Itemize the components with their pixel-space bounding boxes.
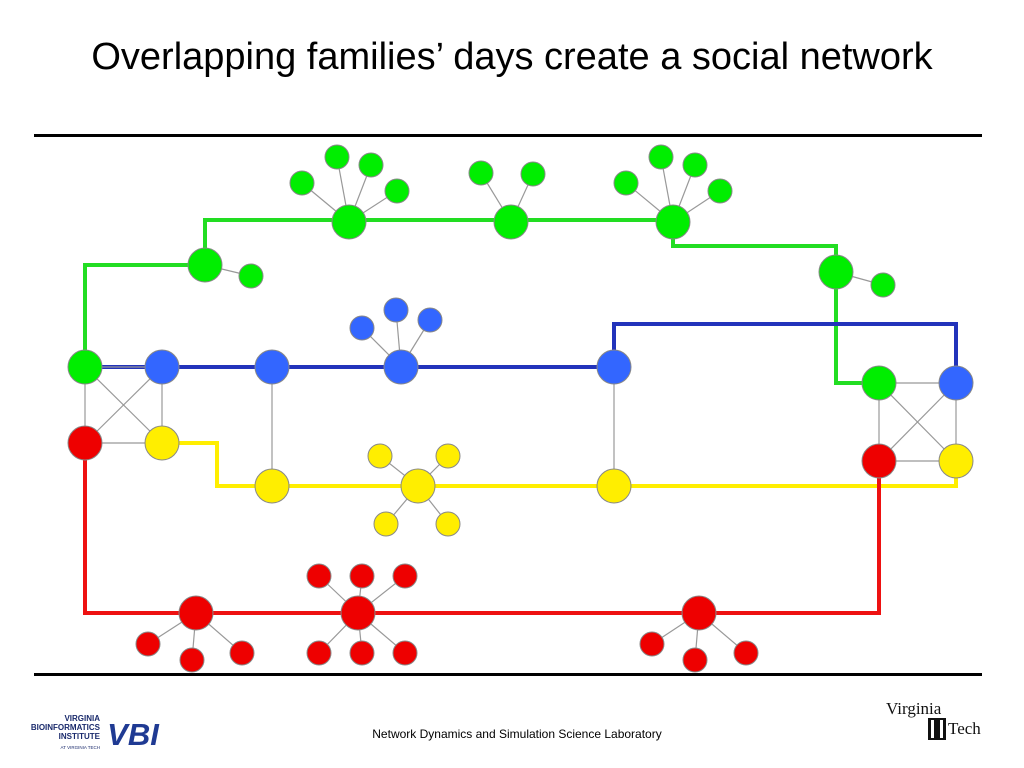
red-person-node xyxy=(179,647,205,673)
green-person-node xyxy=(493,204,529,240)
green-person-node xyxy=(707,178,733,204)
vt-logo-line1: Virginia xyxy=(886,699,942,718)
vbi-logo-mark-bg xyxy=(102,715,164,749)
blue-person-node xyxy=(383,297,409,323)
vt-shield-icon xyxy=(928,718,946,740)
green-person-node xyxy=(238,263,264,289)
red-person-node xyxy=(733,640,759,666)
yellow-person-node xyxy=(254,468,290,504)
vbi-logo-line4: AT VIRGINIA TECH xyxy=(60,745,100,750)
yellow-person-node xyxy=(596,468,632,504)
yellow-person-node xyxy=(144,425,180,461)
vbi-logo: VIRGINIA BIOINFORMATICS INSTITUTE AT VIR… xyxy=(31,714,164,752)
green-person-node xyxy=(520,161,546,187)
vbi-logo-mark: VBI xyxy=(107,717,160,752)
green-person-node xyxy=(655,204,691,240)
yellow-person-node xyxy=(367,443,393,469)
yellow-person-node xyxy=(373,511,399,537)
green-person-node xyxy=(870,272,896,298)
red-person-node xyxy=(349,640,375,666)
virginia-tech-logo: Virginia Tech xyxy=(886,699,981,740)
vbi-logo-line1: VIRGINIA xyxy=(64,714,100,723)
red-person-node xyxy=(340,595,376,631)
blue-person-node xyxy=(417,307,443,333)
green-family-path xyxy=(83,218,879,385)
blue-person-node xyxy=(383,349,419,385)
blue-person-node xyxy=(938,365,974,401)
green-person-node xyxy=(613,170,639,196)
blue-family-path xyxy=(85,322,958,383)
red-person-node xyxy=(306,563,332,589)
green-person-node xyxy=(384,178,410,204)
red-person-node xyxy=(306,640,332,666)
red-person-node xyxy=(178,595,214,631)
yellow-person-node xyxy=(435,511,461,537)
red-person-node xyxy=(639,631,665,657)
yellow-person-node xyxy=(435,443,461,469)
red-person-node xyxy=(229,640,255,666)
green-person-node xyxy=(682,152,708,178)
yellow-person-node xyxy=(400,468,436,504)
blue-person-node xyxy=(144,349,180,385)
household-edge xyxy=(84,366,163,444)
red-person-node xyxy=(135,631,161,657)
green-person-node xyxy=(331,204,367,240)
green-person-node xyxy=(648,144,674,170)
vt-logo-line2: Tech xyxy=(948,719,981,738)
green-person-node xyxy=(818,254,854,290)
top-divider xyxy=(34,134,982,137)
red-person-node xyxy=(682,647,708,673)
red-person-node xyxy=(392,640,418,666)
green-person-node xyxy=(289,170,315,196)
red-person-node xyxy=(861,443,897,479)
red-family-path xyxy=(83,443,881,615)
blue-person-node xyxy=(349,315,375,341)
green-person-node xyxy=(324,144,350,170)
yellow-person-node xyxy=(938,443,974,479)
green-person-node xyxy=(468,160,494,186)
vbi-logo-line2: BIOINFORMATICS xyxy=(31,723,101,732)
green-person-node xyxy=(67,349,103,385)
slide-title: Overlapping families’ days create a soci… xyxy=(91,36,933,78)
footer-lab-name: Network Dynamics and Simulation Science … xyxy=(372,727,662,741)
red-person-node xyxy=(67,425,103,461)
vbi-logo-line3: INSTITUTE xyxy=(59,732,101,741)
red-person-node xyxy=(392,563,418,589)
red-person-node xyxy=(349,563,375,589)
household-edge xyxy=(878,382,957,462)
green-person-node xyxy=(861,365,897,401)
green-person-node xyxy=(187,247,223,283)
blue-person-node xyxy=(596,349,632,385)
bottom-divider xyxy=(34,673,982,676)
red-person-node xyxy=(681,595,717,631)
green-person-node xyxy=(358,152,384,178)
blue-person-node xyxy=(254,349,290,385)
